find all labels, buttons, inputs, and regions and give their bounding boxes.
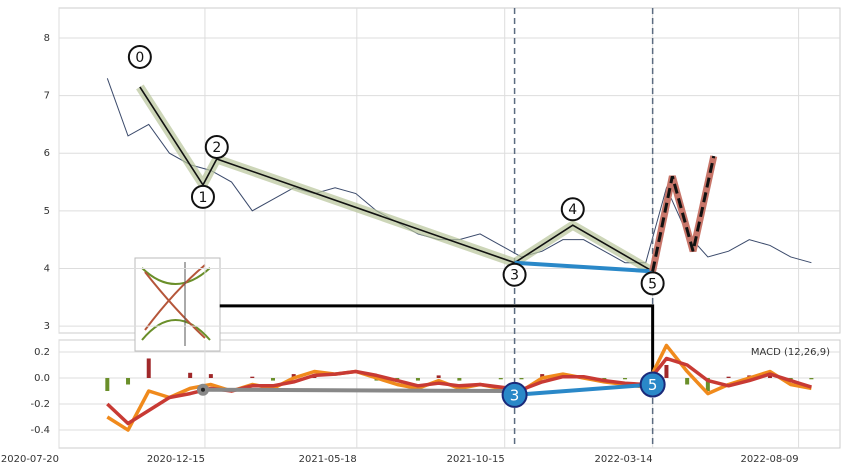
histogram-bar	[270, 377, 275, 381]
histogram-bar	[415, 377, 420, 381]
x-tick-label: 2020-07-20	[1, 454, 59, 465]
macd-trend	[202, 387, 515, 394]
wave-label: 1	[199, 190, 208, 206]
wave-3-5-line	[514, 260, 653, 274]
wave-marker	[640, 271, 665, 296]
projection-line	[651, 155, 716, 272]
histogram-bar	[623, 377, 628, 380]
x-tick-label: 2021-10-15	[447, 454, 505, 465]
trend-dot-center	[200, 387, 205, 392]
histogram-bar	[291, 374, 296, 378]
y-tick-label: -0.2	[30, 399, 50, 410]
histogram-bar	[726, 376, 731, 378]
connector	[219, 304, 655, 385]
histogram-bar	[105, 377, 110, 392]
histogram-bar	[767, 375, 772, 378]
y-tick-label: 0.0	[34, 373, 50, 384]
x-tick-label: 2021-05-18	[299, 454, 357, 465]
histogram-bar	[188, 372, 193, 378]
wave-line	[139, 86, 654, 273]
x-tick-label: 2022-08-09	[740, 454, 798, 465]
histogram-bar	[705, 377, 710, 392]
histogram-bar	[519, 377, 524, 380]
y-tick-label: 4	[44, 263, 50, 274]
macd-marker	[501, 381, 528, 408]
wave-marker	[127, 44, 152, 69]
y-tick-label: -0.4	[30, 425, 50, 436]
histogram-bar	[685, 377, 690, 385]
macd-marker	[639, 371, 666, 398]
wave-marker	[502, 262, 527, 287]
macd-marker-label: 3	[510, 386, 520, 404]
histogram-bar	[146, 358, 151, 378]
y-tick-label: 8	[44, 33, 50, 44]
x-tick-label: 2020-12-15	[147, 454, 205, 465]
wave-label: 0	[135, 50, 144, 66]
inset-image	[134, 257, 221, 352]
macd-legend: MACD (12,26,9)	[751, 347, 830, 358]
histogram-bar	[809, 377, 814, 380]
wave-label: 3	[510, 268, 519, 284]
wave-marker	[560, 197, 585, 222]
macd-marker-label: 5	[648, 376, 658, 394]
histogram-bar	[498, 377, 503, 380]
histogram-bar	[126, 377, 131, 385]
histogram-bar	[250, 376, 255, 378]
macd-3-5-line	[514, 382, 653, 397]
wave-label: 5	[648, 276, 657, 292]
histogram-bar	[436, 375, 441, 378]
wave-marker	[190, 184, 215, 209]
y-tick-label: 0.2	[34, 347, 50, 358]
y-tick-label: 6	[44, 148, 50, 159]
y-tick-label: 5	[44, 206, 50, 217]
histogram-bar	[540, 374, 545, 378]
y-tick-label: 7	[44, 91, 50, 102]
histogram-bar	[664, 364, 669, 378]
wave-label: 4	[568, 202, 577, 218]
y-tick-label: 3	[44, 321, 50, 332]
histogram-bar	[208, 374, 213, 378]
histogram-bar	[602, 377, 607, 380]
x-tick-label: 2022-03-14	[595, 454, 653, 465]
wave-label: 2	[212, 140, 221, 156]
wave-marker	[204, 134, 229, 159]
histogram-bar	[457, 377, 462, 381]
